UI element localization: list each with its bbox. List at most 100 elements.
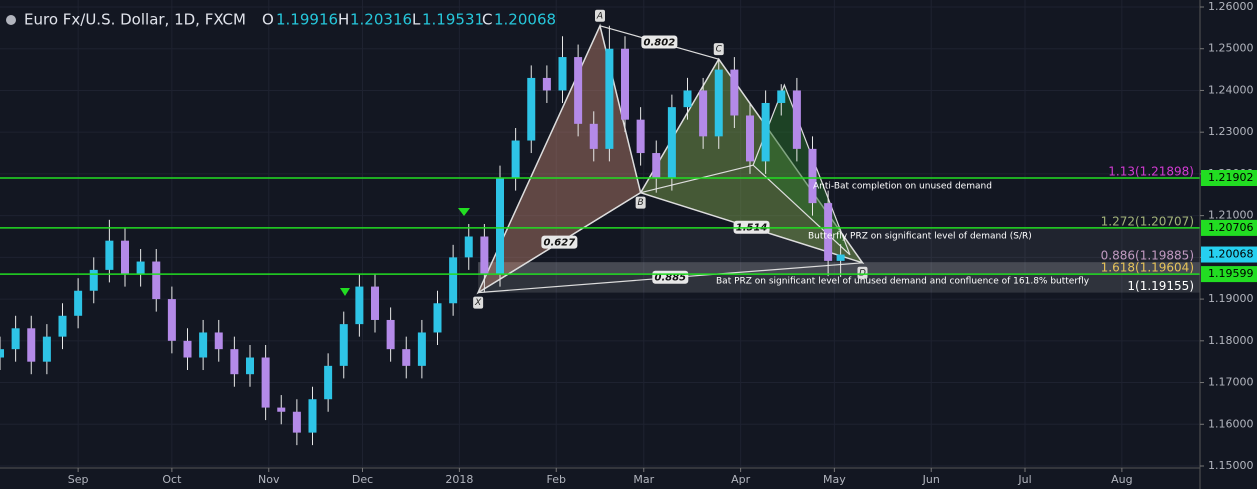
candle-body <box>74 290 83 316</box>
o-value: 1.19916 <box>276 11 338 29</box>
note: Butterfly PRZ on significant level of de… <box>808 232 1032 242</box>
candle-body <box>496 178 504 275</box>
fib-label: 1.13(1.21898) <box>1108 165 1194 179</box>
candle-body <box>386 319 395 350</box>
x-tick-label: Feb <box>547 473 566 486</box>
y-tick-label: 1.18000 <box>1208 334 1254 347</box>
price-axis <box>1200 0 1257 489</box>
candle-body <box>667 107 676 179</box>
candle-body <box>167 299 176 341</box>
arrow <box>340 288 350 296</box>
candle-body <box>542 77 551 91</box>
point-label: X <box>474 298 482 308</box>
candle-body <box>355 286 364 325</box>
candle-body <box>511 140 520 179</box>
x-tick-label: Apr <box>731 473 751 486</box>
y-tick-label: 1.17000 <box>1208 376 1254 389</box>
level-box <box>1201 266 1257 283</box>
candle-body <box>324 365 333 400</box>
l-label: L <box>412 11 421 29</box>
candle-body <box>27 328 36 362</box>
candle-body <box>824 203 833 261</box>
candle-body <box>246 357 254 375</box>
fib-label: 1.618(1.19604) <box>1101 260 1194 274</box>
fib-label: 1.272(1.20707) <box>1101 214 1194 228</box>
candle-body <box>574 57 583 124</box>
candle-body <box>777 90 786 103</box>
icon <box>6 15 16 25</box>
x-tick-label: Mar <box>633 473 654 486</box>
candle-body <box>105 240 114 270</box>
candle-body <box>152 261 161 300</box>
candle-body <box>808 148 817 204</box>
candle-body <box>58 315 67 337</box>
candle-body <box>42 336 51 362</box>
pattern-line <box>640 164 754 194</box>
zone <box>478 262 1200 274</box>
x-tick-label: Aug <box>1111 473 1132 486</box>
point-badge <box>473 296 484 309</box>
x-tick-label: May <box>823 473 846 486</box>
y-tick-label: 1.21000 <box>1208 209 1254 222</box>
y-tick-label: 1.16000 <box>1208 417 1254 430</box>
point-badge <box>857 266 868 279</box>
point-label: D <box>859 268 866 278</box>
c-value: 1.20068 <box>494 11 556 29</box>
candle-body <box>89 269 98 291</box>
candle-body <box>214 332 223 350</box>
candle-body <box>621 48 629 120</box>
ratio-badge <box>641 35 678 49</box>
h-value: 1.20316 <box>350 11 412 29</box>
y-tick-label: 1.23000 <box>1208 125 1254 138</box>
candle-body <box>761 102 770 162</box>
symbol: Euro Fx/U.S. Dollar, 1D, FXCM <box>24 11 246 29</box>
point-label: B <box>638 198 644 208</box>
ratio-badge <box>541 235 578 249</box>
fib-label: 0.886(1.19885) <box>1101 249 1194 263</box>
candle-body <box>11 328 20 350</box>
candle-body <box>371 286 379 320</box>
zone <box>640 227 1200 263</box>
h-label: H <box>338 11 349 29</box>
arrow <box>458 208 470 216</box>
candle-body <box>714 69 723 137</box>
candle-body <box>261 357 270 408</box>
ratio-label: 0.802 <box>644 37 676 48</box>
header: Euro Fx/U.S. Dollar, 1D, FXCM O 1.19916 … <box>6 11 556 29</box>
axis-labels: 1.15000 1.16000 1.17000 1.18000 1.19000 1.200… <box>68 0 1257 486</box>
candle-body <box>652 153 661 179</box>
grid <box>0 0 1200 468</box>
candle-body <box>464 236 473 258</box>
candle-body <box>183 340 192 358</box>
y-tick-label: 1.25000 <box>1208 42 1254 55</box>
x-tick-label: Sep <box>68 473 89 486</box>
y-tick-label: 1.19000 <box>1208 292 1254 305</box>
y-tick-label: 1.26000 <box>1208 0 1254 13</box>
candle-body <box>527 77 536 141</box>
candle-body <box>402 349 411 366</box>
candle-body <box>308 399 317 433</box>
price-box <box>1201 246 1257 263</box>
note: Bat PRZ on significant level of unused d… <box>716 277 1090 287</box>
fib-label: 1(1.19155) <box>1127 279 1194 293</box>
note: Anti-Bat completion on unused demand <box>813 182 992 192</box>
candle-body <box>699 90 708 137</box>
candle-body <box>792 90 801 149</box>
level-value: 1.20706 <box>1208 221 1254 234</box>
level-box <box>1201 219 1257 236</box>
candle-body <box>433 303 442 333</box>
point-label: A <box>596 11 603 21</box>
candle-body <box>480 236 489 275</box>
candle-body <box>636 119 645 154</box>
o-label: O <box>262 11 274 29</box>
candle-body <box>836 254 845 261</box>
candle-body <box>605 48 614 149</box>
candle-body <box>199 332 208 358</box>
candle-body <box>683 90 692 108</box>
x-tick-label: 2018 <box>445 473 473 486</box>
point-badge <box>635 196 646 209</box>
point-badge <box>595 9 605 22</box>
price-value: 1.20068 <box>1208 248 1254 261</box>
